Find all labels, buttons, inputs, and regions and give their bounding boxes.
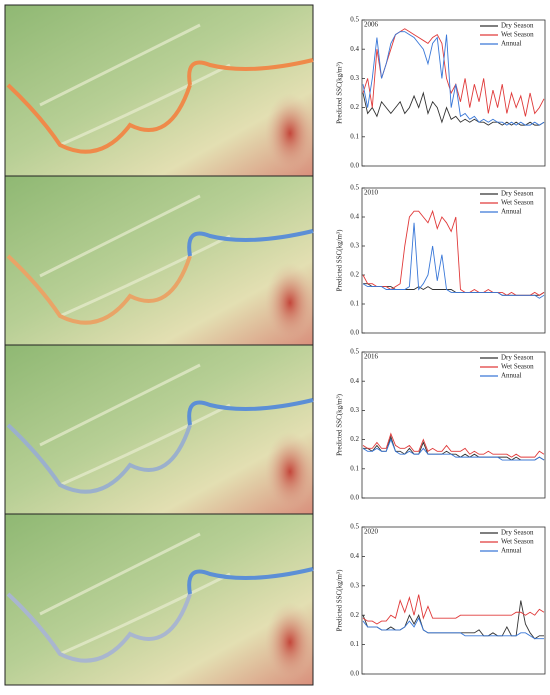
series-line xyxy=(362,594,545,625)
y-tick-label: 0.2 xyxy=(350,103,359,111)
series-line xyxy=(362,432,545,458)
map-river xyxy=(187,567,314,595)
map-river xyxy=(187,398,314,426)
series-line xyxy=(362,209,545,296)
map-river xyxy=(6,254,192,325)
y-tick-label: 0.5 xyxy=(350,348,359,356)
year-annotation: 2010 xyxy=(364,189,379,197)
map-river xyxy=(187,58,314,86)
map-terrain xyxy=(4,175,314,346)
y-axis-label: Predicted SSC(kg/m³) xyxy=(336,229,344,291)
series-line xyxy=(362,617,544,640)
map-ridge xyxy=(39,363,231,487)
series-line xyxy=(362,438,545,461)
legend-label: Dry Season xyxy=(501,22,534,30)
map-panel xyxy=(4,344,315,515)
y-tick-label: 0.4 xyxy=(350,213,359,221)
map-river xyxy=(6,592,192,663)
y-tick-label: 0.1 xyxy=(350,132,359,140)
map-terrain xyxy=(4,513,314,686)
map-river xyxy=(6,423,192,494)
y-tick-label: 0.4 xyxy=(350,552,359,560)
y-tick-label: 0.3 xyxy=(350,242,359,250)
y-tick-label: 0.1 xyxy=(350,464,359,472)
legend-label: Annual xyxy=(501,208,522,216)
legend-label: Dry Season xyxy=(501,529,534,537)
y-axis-label: Predicted SSC(kg/m³) xyxy=(336,393,344,455)
y-tick-label: 0.1 xyxy=(350,640,359,648)
map-river xyxy=(187,229,314,257)
map-ridge xyxy=(39,532,231,656)
map-terrain xyxy=(4,4,314,177)
plot-frame xyxy=(361,19,546,167)
map-ridge xyxy=(39,194,231,318)
map-river xyxy=(6,83,192,154)
plot-frame xyxy=(361,187,546,334)
year-annotation: 2016 xyxy=(364,353,379,361)
series-line xyxy=(362,28,545,117)
y-tick-label: 0.2 xyxy=(350,435,359,443)
y-tick-label: 0.2 xyxy=(350,271,359,279)
map-peak xyxy=(265,93,315,174)
y-tick-label: 0.0 xyxy=(350,494,359,502)
y-tick-label: 0.3 xyxy=(350,406,359,414)
legend-label: Wet Season xyxy=(501,538,534,546)
y-tick-label: 0.0 xyxy=(350,162,359,170)
y-tick-label: 0.4 xyxy=(350,45,359,53)
year-annotation: 2006 xyxy=(364,21,379,29)
plot-frame xyxy=(361,351,546,499)
y-axis-label: Predicted SSC(kg/m³) xyxy=(336,569,344,631)
series-line xyxy=(363,435,545,461)
y-tick-label: 0.1 xyxy=(350,300,359,308)
legend-label: Annual xyxy=(501,40,522,48)
y-tick-label: 0.5 xyxy=(350,16,359,24)
map-panel xyxy=(4,175,315,346)
series-line xyxy=(362,222,545,299)
y-tick-label: 0.5 xyxy=(350,523,359,531)
legend-label: Wet Season xyxy=(501,199,534,207)
legend-label: Annual xyxy=(501,372,522,380)
y-tick-label: 0.2 xyxy=(350,611,359,619)
legend-label: Dry Season xyxy=(501,354,534,362)
map-peak xyxy=(265,262,315,343)
map-ridge xyxy=(39,23,231,147)
y-tick-label: 0.0 xyxy=(350,670,359,678)
legend-label: Wet Season xyxy=(501,31,534,39)
plot-frame xyxy=(361,526,546,675)
map-panel xyxy=(4,4,315,177)
map-panel xyxy=(4,513,315,686)
y-tick-label: 0.4 xyxy=(350,377,359,385)
map-terrain xyxy=(4,344,314,515)
map-peak xyxy=(265,602,315,683)
y-tick-label: 0.5 xyxy=(350,184,359,192)
map-peak xyxy=(265,431,315,512)
legend-label: Dry Season xyxy=(501,190,534,198)
y-tick-label: 0.3 xyxy=(350,581,359,589)
y-tick-label: 0.0 xyxy=(350,329,359,337)
legend-label: Wet Season xyxy=(501,363,534,371)
year-annotation: 2020 xyxy=(364,528,379,536)
legend-label: Annual xyxy=(501,547,522,555)
y-axis-label: Predicted SSC(kg/m³) xyxy=(336,61,344,123)
y-tick-label: 0.3 xyxy=(350,74,359,82)
series-line xyxy=(362,31,545,126)
